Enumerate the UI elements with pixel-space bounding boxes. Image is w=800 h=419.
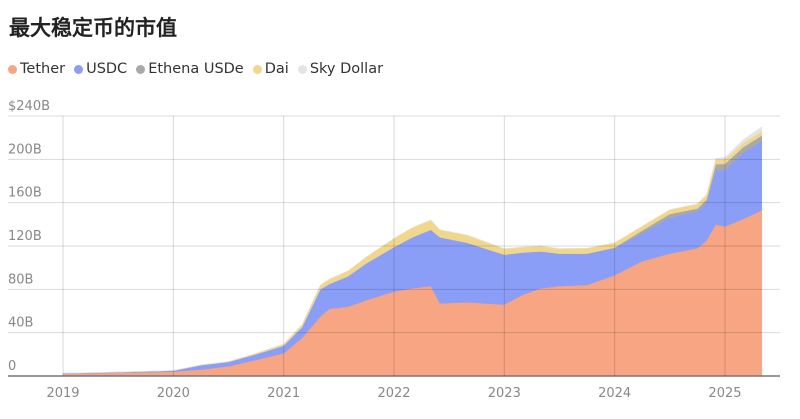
grid [8,115,780,377]
area-sky-dollar [62,126,763,374]
y-tick-label: 80B [8,272,33,287]
x-axis: 2019 2020 2021 2022 2023 2024 2025 [46,386,741,401]
areas [62,126,763,377]
legend-item-tether[interactable]: Tether [8,61,65,77]
legend-swatch [252,64,262,74]
y-tick-label: $240B [8,99,50,114]
legend-label: USDC [86,61,128,77]
y-tick-label: 0 [8,359,16,374]
y-axis: 0 40B 80B 120B 160B 200B $240B [8,99,50,374]
y-tick-label: 120B [8,229,42,244]
x-tick-label: 2024 [598,386,631,401]
x-tick-label: 2019 [46,386,79,401]
legend-label: Sky Dollar [309,61,384,77]
legend-swatch [297,64,307,74]
y-tick-label: 40B [8,316,33,331]
y-tick-label: 200B [8,142,42,157]
y-tick-label: 160B [8,186,42,201]
legend-item-sky-dollar[interactable]: Sky Dollar [297,61,384,77]
x-tick-label: 2023 [488,386,521,401]
legend-item-ethena-usde[interactable]: Ethena USDe [136,61,244,77]
legend-item-dai[interactable]: Dai [252,61,289,77]
x-tick-label: 2021 [267,386,300,401]
x-tick-label: 2020 [157,386,190,401]
legend-swatch [8,64,17,74]
legend-item-usdc[interactable]: USDC [74,61,127,77]
legend-label: Ethena USDe [148,61,244,77]
legend-label: Tether [20,61,66,77]
x-tick-label: 2022 [377,386,410,401]
legend: Tether USDC Ethena USDe Dai Sky Dollar [8,61,383,77]
chart-title: 最大稳定币的市值 [9,16,177,40]
legend-swatch [74,64,84,74]
x-tick-label: 2025 [708,386,741,401]
legend-swatch [136,64,146,74]
legend-label: Dai [264,61,289,77]
